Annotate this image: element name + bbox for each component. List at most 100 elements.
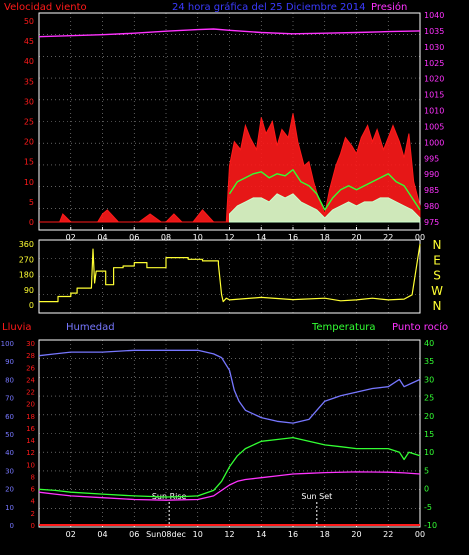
direction-tick-label: 360: [19, 240, 34, 249]
temperature-tick-label: 0: [424, 485, 429, 494]
x-tick-label: 22: [383, 530, 393, 539]
pressure-tick-label: 995: [424, 154, 439, 163]
x-tick-label: 14: [256, 233, 266, 242]
wind-speed-tick-label: 30: [24, 97, 34, 106]
temperature-title: Temperatura: [311, 322, 376, 333]
wind-min-series: [229, 193, 421, 223]
x-tick-label: 14: [256, 530, 266, 539]
compass-label: S: [433, 269, 441, 283]
dewpoint-series: [38, 471, 421, 501]
pressure-tick-label: 1020: [424, 75, 444, 84]
direction-panel-frame: [38, 239, 421, 314]
pressure-tick-label: 1005: [424, 122, 444, 131]
direction-tick-label: 270: [19, 255, 34, 264]
humidity-series: [38, 349, 421, 424]
humidity-tick-label: 70: [5, 395, 14, 403]
temperature-tick-label: 20: [424, 412, 434, 421]
pressure-tick-label: 980: [424, 202, 439, 211]
temperature-tick-label: 25: [424, 394, 434, 403]
pressure-tick-label: 1025: [424, 59, 444, 68]
wind-speed-tick-label: 50: [24, 17, 34, 26]
humidity-tick-label: 20: [5, 486, 14, 494]
x-tick-label: 16: [288, 233, 298, 242]
pressure-tick-label: 1040: [424, 11, 444, 20]
humidity-tick-label: 60: [5, 413, 14, 421]
x-tick-label: 00: [415, 530, 425, 539]
compass-label: N: [433, 299, 442, 313]
humidity-tick-label: 0: [10, 522, 14, 530]
compass-label: W: [431, 284, 443, 298]
x-tick-label: 02: [66, 530, 76, 539]
x-tick-label: 20: [351, 530, 361, 539]
direction-tick-label: 180: [19, 271, 34, 280]
x-tick-label: 22: [383, 233, 393, 242]
x-tick-label: 04: [97, 233, 107, 242]
rain-tick-label: 14: [26, 437, 35, 445]
dewpoint-title: Punto rocío: [392, 321, 448, 333]
wind-speed-tick-label: 35: [24, 77, 34, 86]
wind-speed-tick-label: 40: [24, 57, 34, 66]
pressure-title: Presión: [371, 1, 407, 13]
temperature-tick-label: 40: [424, 339, 434, 348]
rain-tick-label: 10: [26, 461, 35, 469]
temperature-tick-label: 35: [424, 357, 434, 366]
humidity-tick-label: 100: [1, 340, 14, 348]
direction-tick-label: 0: [29, 301, 34, 310]
rain-tick-label: 4: [31, 498, 36, 506]
sun-event-label: Sun Set: [301, 492, 332, 501]
rain-tick-label: 0: [31, 522, 35, 530]
x-tick-label: 00: [415, 233, 425, 242]
temperature-tick-label: -10: [424, 521, 437, 530]
pressure-tick-label: 990: [424, 170, 439, 179]
humidity-tick-label: 40: [5, 449, 14, 457]
rain-tick-label: 24: [26, 376, 35, 384]
humidity-tick-label: 30: [5, 467, 14, 475]
humidity-tick-label: 10: [5, 504, 14, 512]
temperature-tick-label: -5: [424, 503, 432, 512]
x-tick-label: 06: [129, 233, 139, 242]
compass-label: N: [433, 238, 442, 252]
x-tick-label: Sun08dec: [146, 530, 186, 539]
wind-avg-series: [228, 168, 421, 211]
wind-speed-tick-label: 0: [29, 218, 34, 227]
wind-speed-tick-label: 20: [24, 138, 34, 147]
pressure-tick-label: 1000: [424, 138, 444, 147]
rain-tick-label: 20: [26, 401, 35, 409]
wind-direction-series: [39, 243, 421, 303]
wind-speed-title: Velocidad viento: [4, 2, 87, 13]
x-tick-label: 18: [320, 233, 330, 242]
rain-tick-label: 2: [31, 510, 35, 518]
temperature-series: [38, 436, 421, 498]
compass-label: E: [433, 253, 441, 267]
humidity-tick-label: 90: [5, 358, 14, 366]
wind-speed-tick-label: 15: [24, 158, 34, 167]
wind-speed-tick-label: 10: [24, 178, 34, 187]
rain-tick-label: 28: [26, 352, 35, 360]
temperature-tick-label: 30: [424, 375, 434, 384]
temperature-tick-label: 10: [424, 448, 434, 457]
wind-speed-tick-label: 25: [24, 118, 34, 127]
rain-tick-label: 12: [26, 449, 35, 457]
rain-title: Lluvia: [2, 322, 32, 333]
direction-tick-label: 90: [24, 286, 34, 295]
pressure-tick-label: 1015: [424, 91, 444, 100]
x-tick-label: 20: [351, 233, 361, 242]
x-tick-label: 16: [288, 530, 298, 539]
temperature-panel: Lluvia Humedad Temperatura Punto rocío 0…: [1, 321, 449, 539]
rain-tick-label: 26: [26, 364, 35, 372]
wind-speed-tick-label: 5: [29, 198, 34, 207]
rain-tick-label: 18: [26, 413, 35, 421]
x-tick-label: 12: [224, 530, 234, 539]
pressure-tick-label: 1010: [424, 107, 444, 116]
rain-tick-label: 30: [26, 340, 35, 348]
temperature-tick-label: 5: [424, 466, 429, 475]
rain-tick-label: 8: [31, 473, 35, 481]
rain-tick-label: 6: [31, 486, 36, 494]
pressure-tick-label: 1035: [424, 27, 444, 36]
rain-tick-label: 22: [26, 389, 35, 397]
x-tick-label: 10: [193, 530, 203, 539]
pressure-tick-label: 985: [424, 186, 439, 195]
humidity-tick-label: 80: [5, 376, 14, 384]
